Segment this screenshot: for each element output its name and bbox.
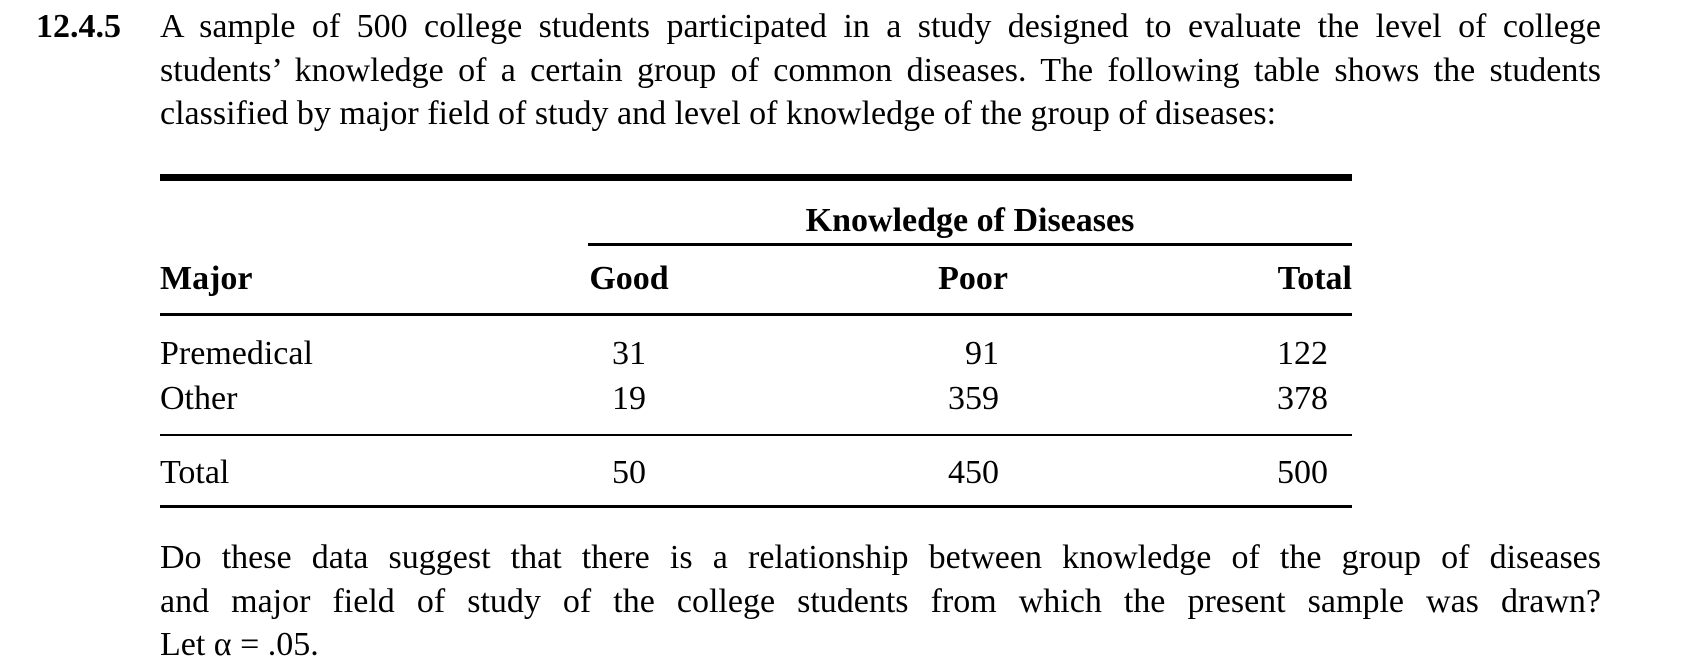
question-line: and major field of study of the college … <box>160 582 1601 620</box>
header-total: Total <box>1277 260 1352 297</box>
spanner-rule <box>588 243 1352 246</box>
cell-good: 50 <box>612 454 646 491</box>
intro-line: classified by major field of study and l… <box>160 95 1277 132</box>
problem-question: Do these data suggest that there is a re… <box>160 536 1601 667</box>
spanner-header: Knowledge of Diseases <box>805 202 1135 239</box>
intro-line: A sample of 500 college students partici… <box>160 8 1601 45</box>
cell-total: 500 <box>1277 454 1328 491</box>
top-rule <box>160 174 1352 181</box>
question-line: Do these data suggest that there is a re… <box>160 539 1601 576</box>
header-major: Major <box>160 260 253 297</box>
row-label: Premedical <box>160 335 313 372</box>
cell-poor: 359 <box>948 380 999 417</box>
row-label: Other <box>160 380 238 417</box>
cell-total: 122 <box>1277 335 1328 372</box>
problem-intro: A sample of 500 college students partici… <box>160 5 1601 136</box>
cell-good: 19 <box>612 380 646 417</box>
row-label: Total <box>160 454 230 491</box>
bottom-rule <box>160 505 1352 508</box>
cell-total: 378 <box>1277 380 1328 417</box>
intro-line: students’ knowledge of a certain group o… <box>160 51 1601 89</box>
header-rule <box>160 313 1352 316</box>
cell-poor: 450 <box>948 454 999 491</box>
header-good: Good <box>589 260 669 297</box>
total-rule <box>160 434 1352 436</box>
cell-good: 31 <box>612 335 646 372</box>
problem-number: 12.4.5 <box>36 8 121 45</box>
question-line: Let α = .05. <box>160 626 319 663</box>
cell-poor: 91 <box>965 335 999 372</box>
header-poor: Poor <box>938 260 1008 297</box>
